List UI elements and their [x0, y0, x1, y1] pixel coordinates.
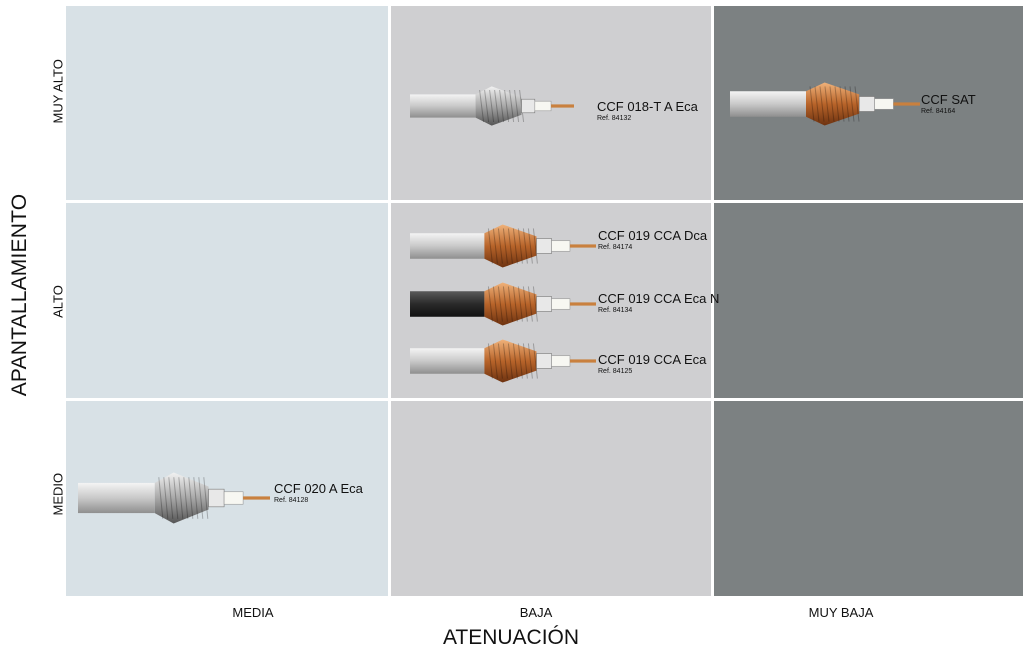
cable-jacket — [410, 233, 485, 259]
cable-ref: Ref. 84134 — [598, 307, 633, 314]
cable-ref: Ref. 84128 — [274, 497, 309, 504]
cable-name: CCF 019 CCA Eca — [598, 352, 707, 367]
col-label-baja: BAJA — [519, 605, 553, 620]
cable-icon — [730, 82, 920, 126]
cell-media-alto — [66, 203, 388, 398]
cable-name: CCF 019 CCA Eca N — [598, 291, 720, 306]
cable-name: CCF SAT — [921, 92, 976, 107]
cable-icon — [410, 224, 596, 268]
cable-ref: Ref. 84164 — [921, 108, 956, 115]
cell-muy-baja-medio — [714, 401, 1023, 596]
cell-media-muy-alto — [66, 6, 388, 200]
cable-braid — [484, 224, 537, 268]
cable-braid — [475, 86, 522, 126]
cable-ref: Ref. 84125 — [598, 368, 633, 375]
cell-baja-medio — [391, 401, 711, 596]
cable-jacket — [78, 482, 155, 514]
row-label-alto: ALTO — [50, 285, 66, 318]
cable-name: CCF 019 CCA Dca — [598, 228, 708, 243]
cable-ref: Ref. 84174 — [598, 244, 633, 251]
cable-icon — [78, 472, 270, 524]
cable-name: CCF 020 A Eca — [274, 481, 363, 496]
cable-icon — [410, 339, 596, 383]
cable-braid — [484, 339, 537, 383]
cable-braid — [484, 282, 537, 326]
x-axis-title: ATENUACIÓN — [442, 626, 580, 649]
cable-jacket — [730, 91, 806, 117]
cable-braid — [806, 82, 860, 126]
cable-braid — [154, 472, 209, 524]
cell-muy-baja-alto — [714, 203, 1023, 398]
cable-conductor — [569, 244, 596, 248]
cable-conductor — [569, 302, 596, 306]
row-label-muy-alto: MUY ALTO — [50, 59, 66, 124]
col-label-muy-baja: MUY BAJA — [808, 605, 874, 620]
cable-icon — [410, 282, 596, 326]
cable-conductor — [893, 102, 920, 106]
cable-conductor — [243, 496, 270, 500]
row-label-medio: MEDIO — [50, 472, 66, 516]
cable-jacket — [410, 94, 476, 118]
y-axis-title: APANTALLAMIENTO — [8, 193, 31, 397]
cable-icon — [410, 86, 574, 126]
cable-ref: Ref. 84132 — [597, 115, 632, 122]
cable-jacket — [410, 291, 485, 317]
cable-conductor — [569, 359, 596, 363]
cable-conductor — [551, 104, 574, 108]
cable-name: CCF 018-T A Eca — [597, 99, 698, 114]
col-label-media: MEDIA — [232, 605, 274, 620]
cable-jacket — [410, 348, 485, 374]
